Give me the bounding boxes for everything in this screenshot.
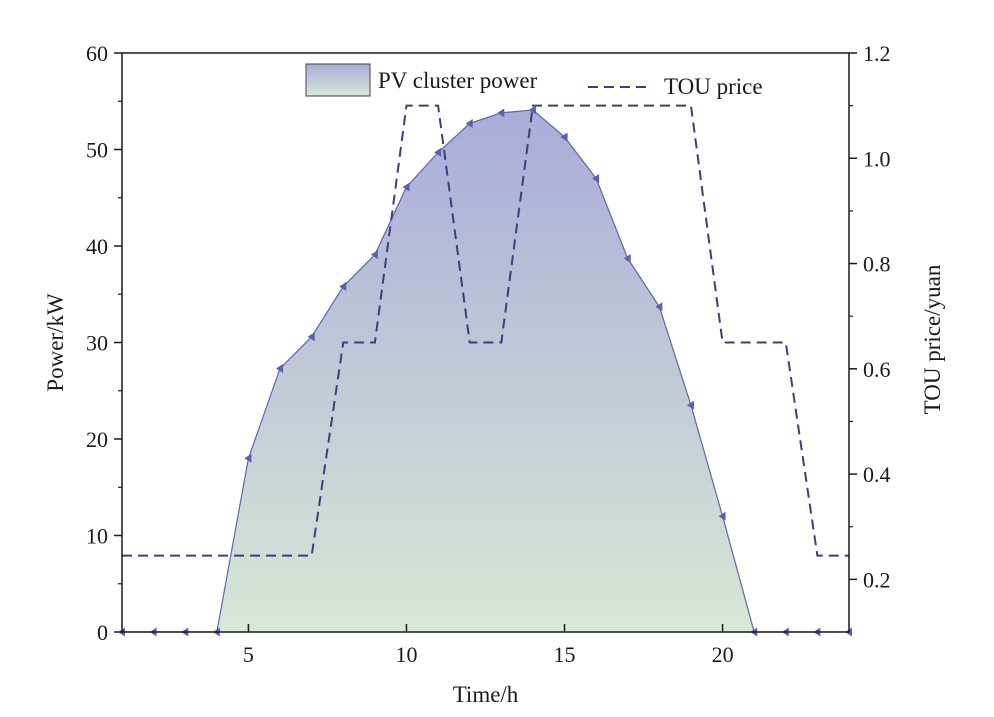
- y-left-tick-label: 0: [97, 620, 108, 645]
- pv-area-fill: [122, 109, 849, 632]
- y-right-tick-label: 0.6: [863, 357, 891, 382]
- y-left-tick-label: 30: [86, 331, 108, 356]
- pv-point-marker: [402, 182, 410, 192]
- y-left-tick-label: 50: [86, 138, 108, 163]
- pv-point-marker: [528, 105, 536, 115]
- pv-point-marker: [623, 254, 631, 264]
- legend-label-pv-cluster-power: PV cluster power: [378, 68, 538, 93]
- x-axis-title: Time/h: [453, 682, 519, 707]
- pv-point-marker: [370, 250, 378, 260]
- pv-point-marker: [560, 132, 568, 142]
- pv-point-marker: [497, 108, 505, 118]
- y-left-tick-label: 20: [86, 427, 108, 452]
- pv-point-marker: [465, 118, 473, 128]
- pv-line: [122, 109, 849, 632]
- tou-price-line: [122, 104, 849, 557]
- y-right-tick-label: 0.4: [863, 462, 891, 487]
- y-left-tick-label: 40: [86, 234, 108, 259]
- legend-swatch-pv-cluster-power: [305, 63, 371, 97]
- pv-point-marker: [434, 147, 442, 157]
- axes-layer: 5 10 15 20 0 10 20 30 40 50 60 0.2 0.4 0.6 0.8 1.0 1.2 Ti…: [43, 41, 945, 707]
- y-right-tick-label: 1.0: [863, 146, 891, 171]
- legend-label-tou-price: TOU price: [664, 74, 763, 99]
- pv-point-marker: [686, 400, 694, 410]
- pv-point-marker: [655, 302, 663, 312]
- x-tick-label: 5: [243, 642, 254, 667]
- pv-point-marker: [276, 364, 284, 374]
- pv-point-marker: [718, 511, 726, 521]
- y-left-tick-label: 10: [86, 524, 108, 549]
- y-right-tick-label: 1.2: [863, 41, 891, 66]
- x-tick-label: 20: [712, 642, 734, 667]
- y-right-tick-label: 0.8: [863, 252, 891, 277]
- pv-point-marker: [307, 332, 315, 342]
- y-left-axis-title: Power/kW: [43, 293, 68, 392]
- series-layer: [122, 104, 849, 632]
- y-left-tick-label: 60: [86, 41, 108, 66]
- pv-point-marker: [244, 453, 252, 463]
- pv-point-marker: [592, 173, 600, 183]
- x-tick-label: 10: [395, 642, 417, 667]
- y-right-axis-title: TOU price/yuan: [920, 264, 945, 414]
- y-right-tick-label: 0.2: [863, 567, 891, 592]
- x-tick-label: 15: [554, 642, 576, 667]
- legend: PV cluster power TOU price: [305, 63, 763, 99]
- pv-point-marker: [339, 282, 347, 292]
